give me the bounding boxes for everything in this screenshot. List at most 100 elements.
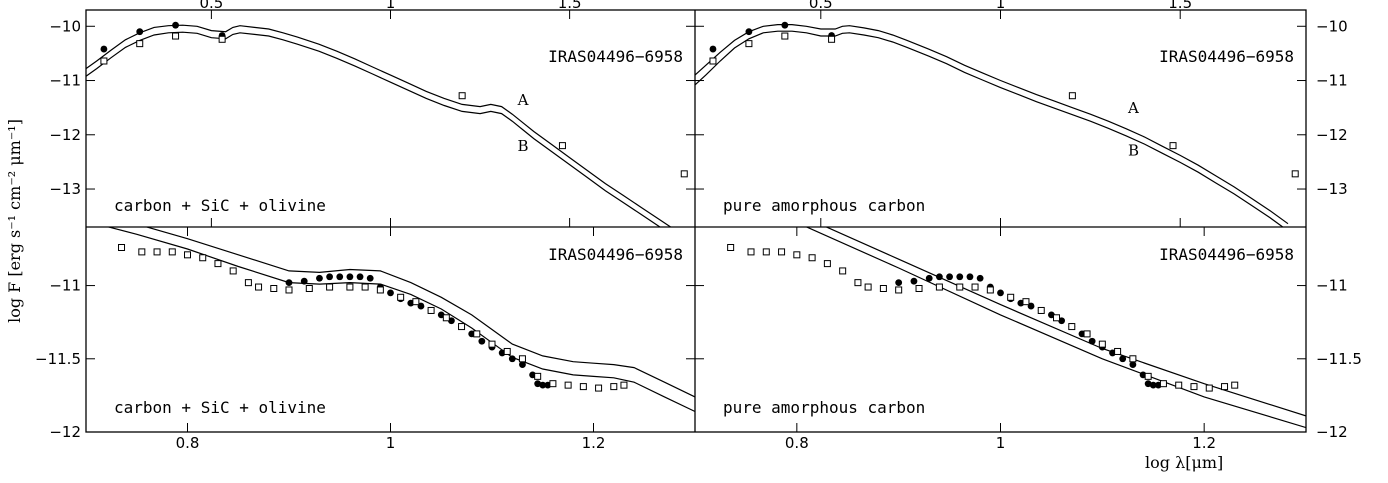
bottom-right-model-point <box>778 248 786 256</box>
x-tick-label: 1.2 <box>582 434 606 452</box>
bottom-left-model-point <box>118 244 126 251</box>
bottom-left-model-name: carbon + SiC + olivine <box>114 398 326 417</box>
y-tick-label: −12 <box>49 126 81 144</box>
top-left-model-point <box>218 35 226 43</box>
bottom-right-model-point <box>1190 383 1198 391</box>
y-tick-label: −11.5 <box>1316 350 1362 368</box>
bottom-left-model-curve-0 <box>144 227 695 398</box>
bottom-right-model-point <box>1007 293 1015 301</box>
bottom-right-photometry-point <box>936 273 943 281</box>
top-right-model-point <box>828 35 836 43</box>
bottom-left-model-curve-1 <box>106 227 695 413</box>
top-right-model-curve-A <box>695 24 1289 225</box>
x-tick-label: 1.5 <box>558 0 582 12</box>
bottom-left-model-point <box>376 286 384 294</box>
y-tick-label: −13 <box>1316 180 1348 198</box>
bottom-right-photometry-point <box>895 279 903 287</box>
bottom-right-model-point <box>1175 381 1183 389</box>
top-left-model-point <box>680 170 688 178</box>
bottom-left-model-point <box>412 298 420 306</box>
top-left-model-point <box>558 142 566 150</box>
top-right-panel <box>695 21 1299 227</box>
bottom-left-photometry-point <box>336 273 344 281</box>
x-tick-label: 0.8 <box>176 434 200 452</box>
top-left-model-point <box>458 92 466 100</box>
bottom-left-model-point <box>397 293 405 301</box>
y-tick-label: −11 <box>49 277 81 295</box>
bottom-right-model-point <box>864 283 872 291</box>
x-tick-label: 0.8 <box>785 434 809 452</box>
top-right-curve-label-B: B <box>1128 141 1139 159</box>
bottom-left-model-point <box>361 283 369 291</box>
bottom-right-model-point <box>1159 380 1167 388</box>
bottom-left-model-point <box>346 283 354 291</box>
bottom-left-model-point <box>458 323 466 331</box>
top-right-model-name: pure amorphous carbon <box>723 196 925 215</box>
bottom-left-model-point <box>579 383 587 391</box>
y-tick-label: −10 <box>1316 17 1348 35</box>
top-left-panel <box>86 21 688 227</box>
bottom-left-model-point <box>549 380 557 388</box>
x-axis-label: log λ[μm] <box>1145 453 1223 472</box>
bottom-left-photometry-point <box>387 289 394 297</box>
y-tick-label: −11.5 <box>35 350 81 368</box>
bottom-right-model-point <box>1083 330 1091 338</box>
bottom-right-model-point <box>1022 298 1030 306</box>
bottom-right-model-point <box>1144 372 1152 380</box>
bottom-right-model-point <box>808 254 816 262</box>
bottom-left-model-point <box>473 330 481 338</box>
bottom-right-panel <box>727 227 1306 429</box>
bottom-left-model-point <box>427 306 435 314</box>
bottom-right-model-point <box>1114 347 1122 355</box>
bottom-right-model-curve-0 <box>824 227 1306 417</box>
bottom-right-model-point <box>971 283 979 291</box>
bottom-left-model-point <box>534 372 542 380</box>
top-right-curve-label-A: A <box>1127 99 1139 117</box>
bottom-right-photometry-point <box>976 274 984 282</box>
top-right-model-point <box>1291 170 1299 178</box>
top-right-model-curve-B <box>695 30 1284 227</box>
x-tick-label: 1 <box>996 434 1006 452</box>
bottom-left-model-point <box>255 283 263 291</box>
bottom-left-model-point <box>214 260 222 268</box>
bottom-right-model-point <box>915 285 923 292</box>
bottom-left-model-point <box>610 383 618 391</box>
y-tick-label: −11 <box>1316 72 1348 90</box>
bottom-left-photometry-point <box>316 274 323 282</box>
bottom-right-model-point <box>1129 355 1137 363</box>
bottom-left-model-point <box>270 285 278 292</box>
top-right-model-point <box>1169 142 1177 150</box>
top-right-photometry-point <box>781 21 789 29</box>
plot-frame <box>85 9 1307 433</box>
bottom-left-photometry-point <box>478 337 486 345</box>
bottom-right-photometry-point <box>1129 361 1137 369</box>
bottom-left-photometry-point <box>285 279 293 287</box>
top-left-photometry-point <box>100 45 108 53</box>
bottom-left-photometry-point <box>539 381 547 389</box>
bottom-left-model-point <box>595 384 603 392</box>
bottom-left-photometry-point <box>326 273 333 281</box>
bottom-right-photometry-point <box>1149 381 1157 389</box>
y-tick-label: −12 <box>49 423 81 441</box>
bottom-right-photometry-point <box>997 289 1004 297</box>
bottom-right-model-name: pure amorphous carbon <box>723 398 925 417</box>
bottom-left-model-point <box>229 267 237 275</box>
bottom-right-model-point <box>727 244 735 251</box>
bottom-right-model-point <box>895 286 903 294</box>
bottom-right-model-point <box>839 267 847 275</box>
bottom-right-model-point <box>1221 383 1229 391</box>
bottom-right-photometry-point <box>946 273 953 281</box>
y-tick-label: −11 <box>49 72 81 90</box>
bottom-right-model-point <box>1098 340 1106 348</box>
bottom-left-photometry-point <box>519 361 526 369</box>
top-left-model-point <box>172 32 180 40</box>
bottom-right-model-point <box>823 260 831 268</box>
bottom-left-photometry-point <box>356 273 364 281</box>
top-right-object-name: IRAS04496−6958 <box>1159 47 1294 66</box>
top-left-model-point <box>100 57 108 65</box>
bottom-right-model-point <box>935 283 943 291</box>
bottom-left-panel <box>106 227 695 413</box>
y-tick-label: −12 <box>1316 423 1348 441</box>
